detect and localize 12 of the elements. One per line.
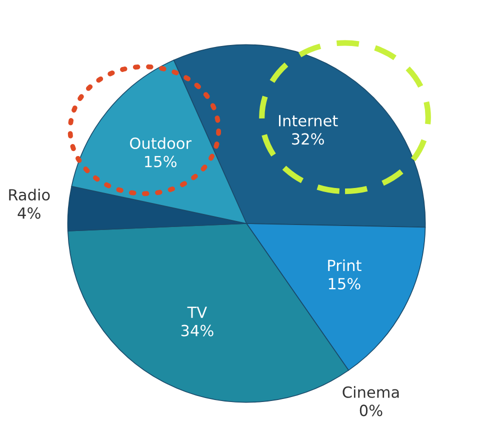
- data-label: 34%: [181, 324, 214, 336]
- data-label: 32%: [292, 133, 324, 145]
- data-label: 15%: [328, 278, 360, 290]
- slice-label: Internet: [279, 115, 338, 126]
- text: 0%: [360, 404, 382, 416]
- slice-label: Print: [328, 259, 362, 271]
- slice-label: Radio: [9, 188, 50, 201]
- category-label: Cinema: [342, 386, 399, 398]
- data-label: 4%: [18, 207, 40, 219]
- slice-label: Outdoor: [130, 137, 192, 150]
- slice-label: TV: [187, 306, 207, 318]
- data-label: 15%: [145, 156, 176, 168]
